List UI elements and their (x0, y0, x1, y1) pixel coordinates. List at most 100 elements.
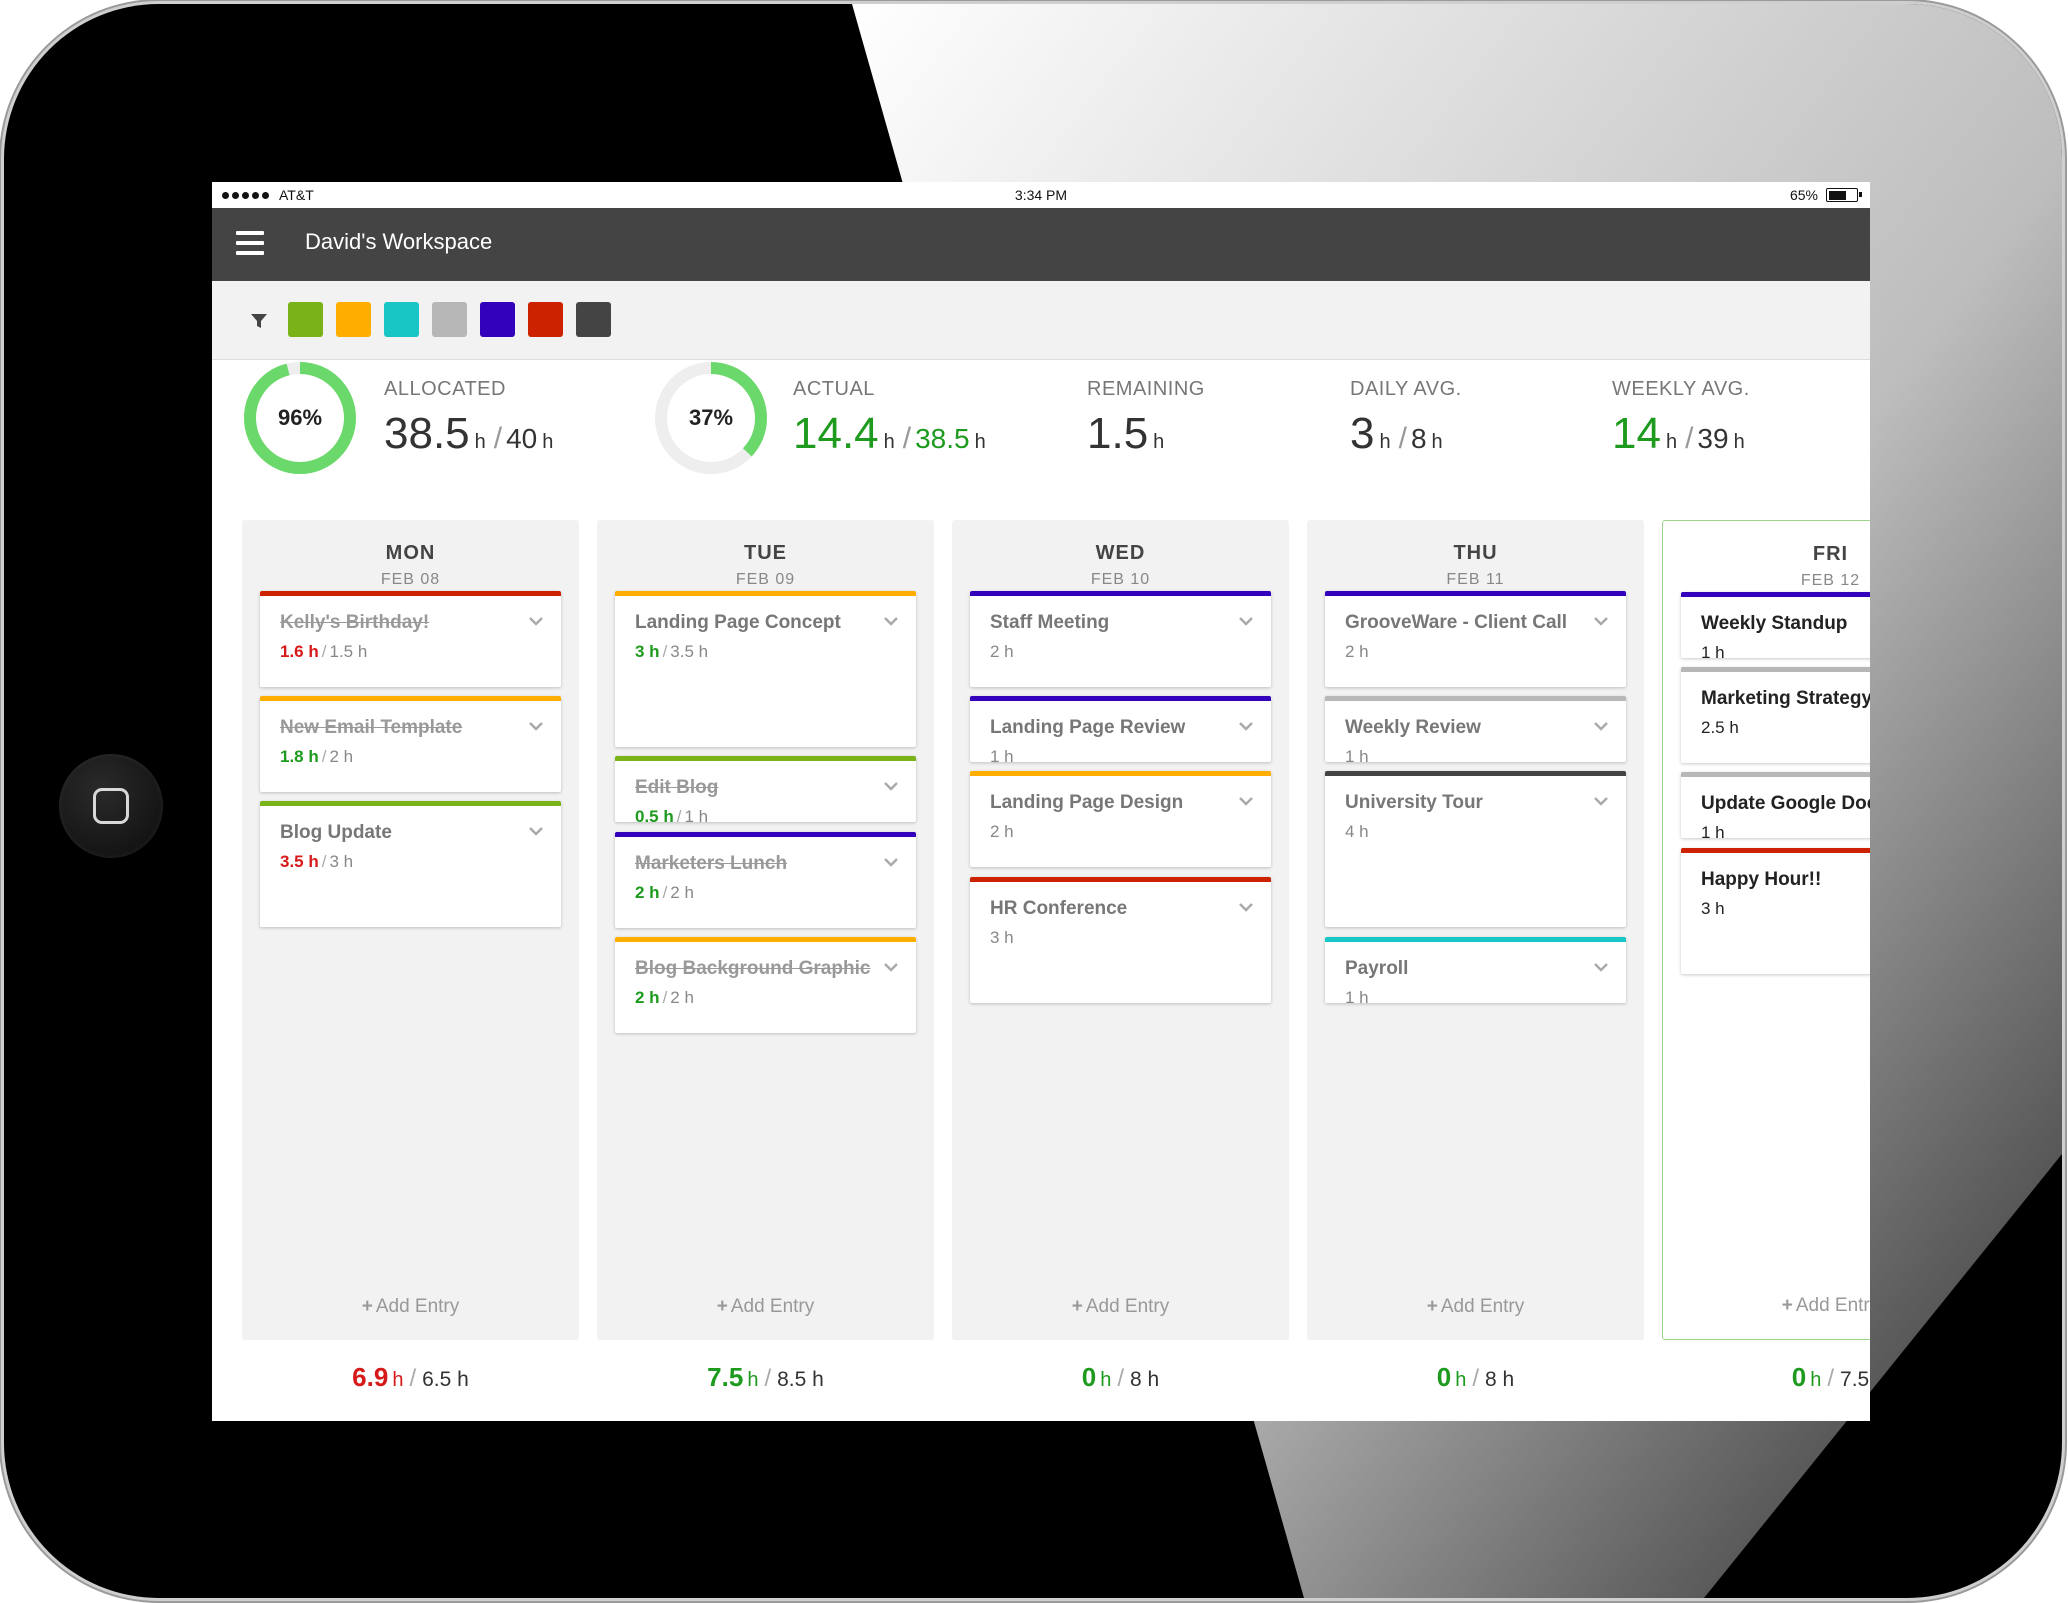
day-column-fri: FRI FEB 12 Weekly Standup 1 h Marketing Stra… (1662, 520, 1870, 1340)
add-entry-button[interactable]: +Add Entry (1663, 1295, 1870, 1317)
entry-card[interactable]: Weekly Standup 1 h (1681, 592, 1870, 662)
status-bar: AT&T 3:34 PM 65% (212, 182, 1870, 208)
entry-card[interactable]: Weekly Review 1 h (1325, 696, 1626, 766)
entry-title: Happy Hour!! (1701, 869, 1822, 890)
color-swatch-6[interactable] (576, 302, 611, 337)
entry-planned-hours: 2 h (670, 883, 694, 902)
entry-title: Weekly Standup (1701, 613, 1848, 634)
entry-card[interactable]: GrooveWare - Client Call 2 h (1325, 591, 1626, 687)
app-screen: AT&T 3:34 PM 65% David's Workspace 96% A… (212, 182, 1870, 1421)
entry-hours: 1.8 h/2 h (280, 747, 353, 767)
day-total-separator: / (1827, 1365, 1835, 1392)
chevron-down-icon[interactable] (884, 960, 898, 974)
add-entry-button[interactable]: +Add Entry (1307, 1296, 1644, 1318)
add-entry-button[interactable]: +Add Entry (242, 1296, 579, 1318)
entry-card[interactable]: Staff Meeting 2 h (970, 591, 1271, 687)
color-swatch-5[interactable] (528, 302, 563, 337)
add-entry-button[interactable]: +Add Entry (597, 1296, 934, 1318)
color-swatch-2[interactable] (384, 302, 419, 337)
allocated-separator: / (493, 422, 503, 455)
entry-title: Edit Blog (635, 777, 719, 798)
entry-title: Staff Meeting (990, 612, 1110, 633)
entry-card[interactable]: Marketing Strategy 2.5 h (1681, 667, 1870, 763)
entry-actual-hours: 2 h (635, 988, 660, 1007)
entry-card[interactable]: Payroll 1 h (1325, 937, 1626, 1007)
filter-icon[interactable] (250, 312, 268, 330)
chevron-down-icon[interactable] (1594, 719, 1608, 733)
entry-card[interactable]: Landing Page Design 2 h (970, 771, 1271, 867)
battery-percent: 65% (1789, 187, 1818, 203)
entry-card[interactable]: Blog Update 3.5 h/3 h (260, 801, 561, 927)
entry-card[interactable]: Landing Page Concept 3 h/3.5 h (615, 591, 916, 747)
chevron-down-icon[interactable] (884, 779, 898, 793)
chevron-down-icon[interactable] (884, 614, 898, 628)
day-total-planned: 7.5 (1840, 1368, 1870, 1391)
day-date: FEB 11 (1446, 571, 1505, 588)
entry-card[interactable]: Landing Page Review 1 h (970, 696, 1271, 766)
day-total-unit: h (1455, 1369, 1467, 1391)
entry-card[interactable]: Edit Blog 0.5 h/1 h (615, 756, 916, 826)
entry-card[interactable]: HR Conference 3 h (970, 877, 1271, 1003)
entry-hours: 2 h (1345, 642, 1369, 661)
day-name: THU (1453, 542, 1498, 564)
chevron-down-icon[interactable] (1239, 614, 1253, 628)
day-total-fri: 0 h/7.5 (1662, 1362, 1870, 1393)
entry-title: GrooveWare - Client Call (1345, 612, 1568, 633)
actual-total: 38.5 (915, 423, 970, 454)
day-total-actual: 0 (1081, 1362, 1097, 1392)
allocated-title: ALLOCATED (384, 378, 506, 400)
entry-planned-hours: 1.5 h (329, 642, 368, 661)
color-swatch-0[interactable] (288, 302, 323, 337)
color-swatch-1[interactable] (336, 302, 371, 337)
entry-hours: 2 h (990, 822, 1014, 841)
signal-icon (222, 191, 269, 199)
entry-actual-hours: 3 h (635, 642, 660, 661)
day-total-planned: 8 h (1130, 1368, 1160, 1391)
day-total-tue: 7.5 h/8.5 h (597, 1362, 934, 1393)
day-column-tue: TUE FEB 09 Landing Page Concept 3 h/3.5 h Ed… (597, 520, 934, 1340)
entry-title: Payroll (1345, 958, 1409, 979)
entry-hours-separator: / (321, 747, 327, 766)
hamburger-menu-icon[interactable] (236, 231, 264, 255)
entry-card[interactable]: Blog Background Graphic 2 h/2 h (615, 937, 916, 1033)
chevron-down-icon[interactable] (1594, 794, 1608, 808)
battery-icon (1826, 188, 1862, 202)
chevron-down-icon[interactable] (1239, 794, 1253, 808)
entry-card[interactable]: University Tour 4 h (1325, 771, 1626, 927)
entry-card[interactable]: New Email Template 1.8 h/2 h (260, 696, 561, 792)
chevron-down-icon[interactable] (1594, 614, 1608, 628)
chevron-down-icon[interactable] (529, 614, 543, 628)
chevron-down-icon[interactable] (529, 824, 543, 838)
entry-hours-separator: / (676, 807, 682, 826)
day-column-mon: MON FEB 08 Kelly's Birthday! 1.6 h/1.5 h New… (242, 520, 579, 1340)
daily-avg-title: DAILY AVG. (1350, 378, 1462, 400)
add-entry-label: Add Entry (1795, 1295, 1870, 1316)
day-total-planned: 8.5 h (777, 1368, 824, 1391)
chevron-down-icon[interactable] (529, 719, 543, 733)
entry-card[interactable]: Update Google Docs 1 h (1681, 772, 1870, 842)
entry-title: Marketers Lunch (635, 853, 788, 874)
day-total-planned: 6.5 h (422, 1368, 469, 1391)
entry-planned-hours: 2 h (670, 988, 694, 1007)
daily-avg-stat: DAILY AVG. 3 h/8 h (1350, 378, 1462, 459)
color-swatch-3[interactable] (432, 302, 467, 337)
entry-card[interactable]: Marketers Lunch 2 h/2 h (615, 832, 916, 928)
color-swatch-4[interactable] (480, 302, 515, 337)
entry-card[interactable]: Happy Hour!! 3 h (1681, 848, 1870, 974)
entry-card[interactable]: Kelly's Birthday! 1.6 h/1.5 h (260, 591, 561, 687)
entry-actual-hours: 1.6 h (280, 642, 319, 661)
entry-hours: 3 h/3.5 h (635, 642, 708, 662)
allocated-value-row: 38.5 h/40 h (384, 409, 553, 459)
home-button[interactable] (59, 754, 163, 858)
plus-icon: + (1426, 1296, 1438, 1317)
add-entry-button[interactable]: +Add Entry (952, 1296, 1289, 1318)
entry-hours: 2 h/2 h (635, 988, 694, 1008)
chevron-down-icon[interactable] (1239, 900, 1253, 914)
chevron-down-icon[interactable] (884, 855, 898, 869)
day-date: FEB 12 (1800, 572, 1861, 589)
entry-hours: 1 h (1701, 643, 1725, 662)
day-name: TUE (744, 542, 787, 564)
chevron-down-icon[interactable] (1239, 719, 1253, 733)
weekly-avg-separator: / (1685, 422, 1694, 455)
chevron-down-icon[interactable] (1594, 960, 1608, 974)
